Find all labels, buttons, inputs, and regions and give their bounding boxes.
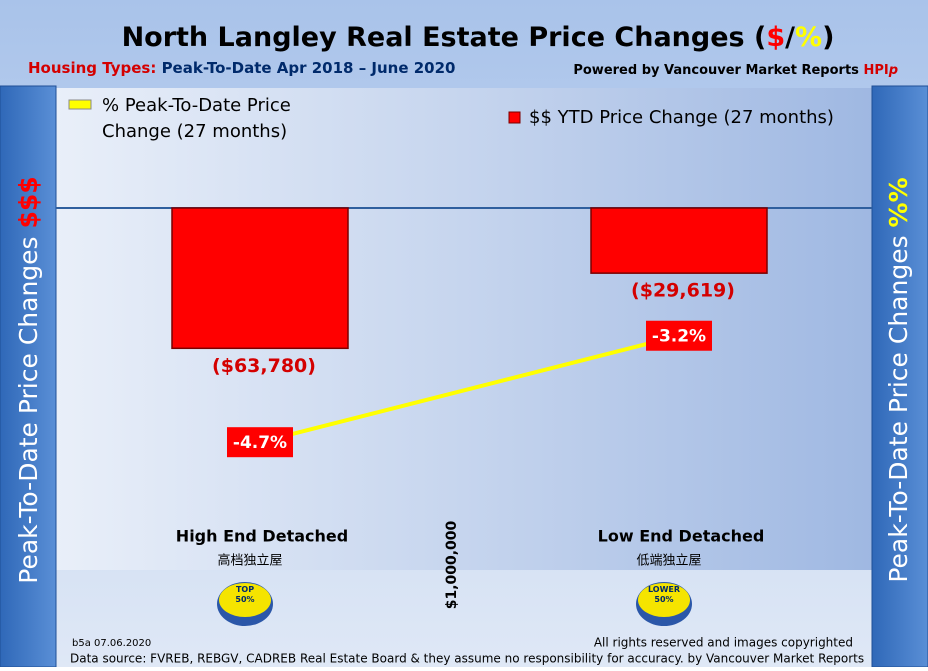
point-label: -3.2% bbox=[652, 327, 706, 347]
category-label: Low End Detached bbox=[598, 527, 765, 546]
line bbox=[259, 333, 680, 445]
point-label-box bbox=[646, 320, 712, 351]
point-label-box bbox=[227, 427, 293, 458]
bar-value-label: ($63,780) bbox=[212, 355, 316, 377]
divider-label: $1,000,000 bbox=[444, 520, 460, 609]
badge-label-box: TOP 50% bbox=[235, 585, 255, 604]
category-subtitle: 高档独立屋 bbox=[217, 553, 282, 569]
footnote-code: b5a 07.06.2020 bbox=[72, 638, 151, 649]
legend-swatch bbox=[68, 99, 92, 110]
badge-label: TOP 50% bbox=[235, 585, 255, 604]
bar-value-label: ($29,619) bbox=[631, 280, 735, 302]
copyright: All rights reserved and images copyright… bbox=[594, 636, 853, 650]
category-label: High End Detached bbox=[176, 527, 348, 546]
badge-label-box: LOWER 50% bbox=[647, 585, 681, 604]
chart-title: North Langley Real Estate Price Changes … bbox=[122, 22, 835, 53]
legend-label-box: % Peak-To-Date Price Change (27 months) bbox=[102, 95, 291, 142]
subtitle: Housing Types: Peak-To-Date Apr 2018 – J… bbox=[28, 59, 456, 77]
badge-label: LOWER 50% bbox=[647, 585, 681, 604]
legend-swatch bbox=[508, 111, 521, 124]
legend-label: $$ YTD Price Change (27 months) bbox=[529, 107, 834, 128]
left-axis-label: Peak-To-Date Price Changes $$$ bbox=[14, 176, 43, 583]
source: Data source: FVREB, REBGV, CADREB Real E… bbox=[70, 652, 864, 666]
bar bbox=[171, 207, 349, 350]
credit: Powered by Vancouver Market Reports HPIp bbox=[573, 63, 898, 78]
category-subtitle: 低端独立屋 bbox=[636, 554, 701, 569]
bar bbox=[590, 207, 768, 274]
badge-inner bbox=[638, 583, 690, 617]
legend-label: % Peak-To-Date Price Change (27 months) bbox=[102, 95, 291, 142]
point-label: -4.7% bbox=[233, 433, 287, 453]
left-panel bbox=[0, 85, 57, 668]
badge-inner bbox=[219, 583, 271, 617]
right-axis-label: Peak-To-Date Price Changes %% bbox=[884, 177, 913, 582]
